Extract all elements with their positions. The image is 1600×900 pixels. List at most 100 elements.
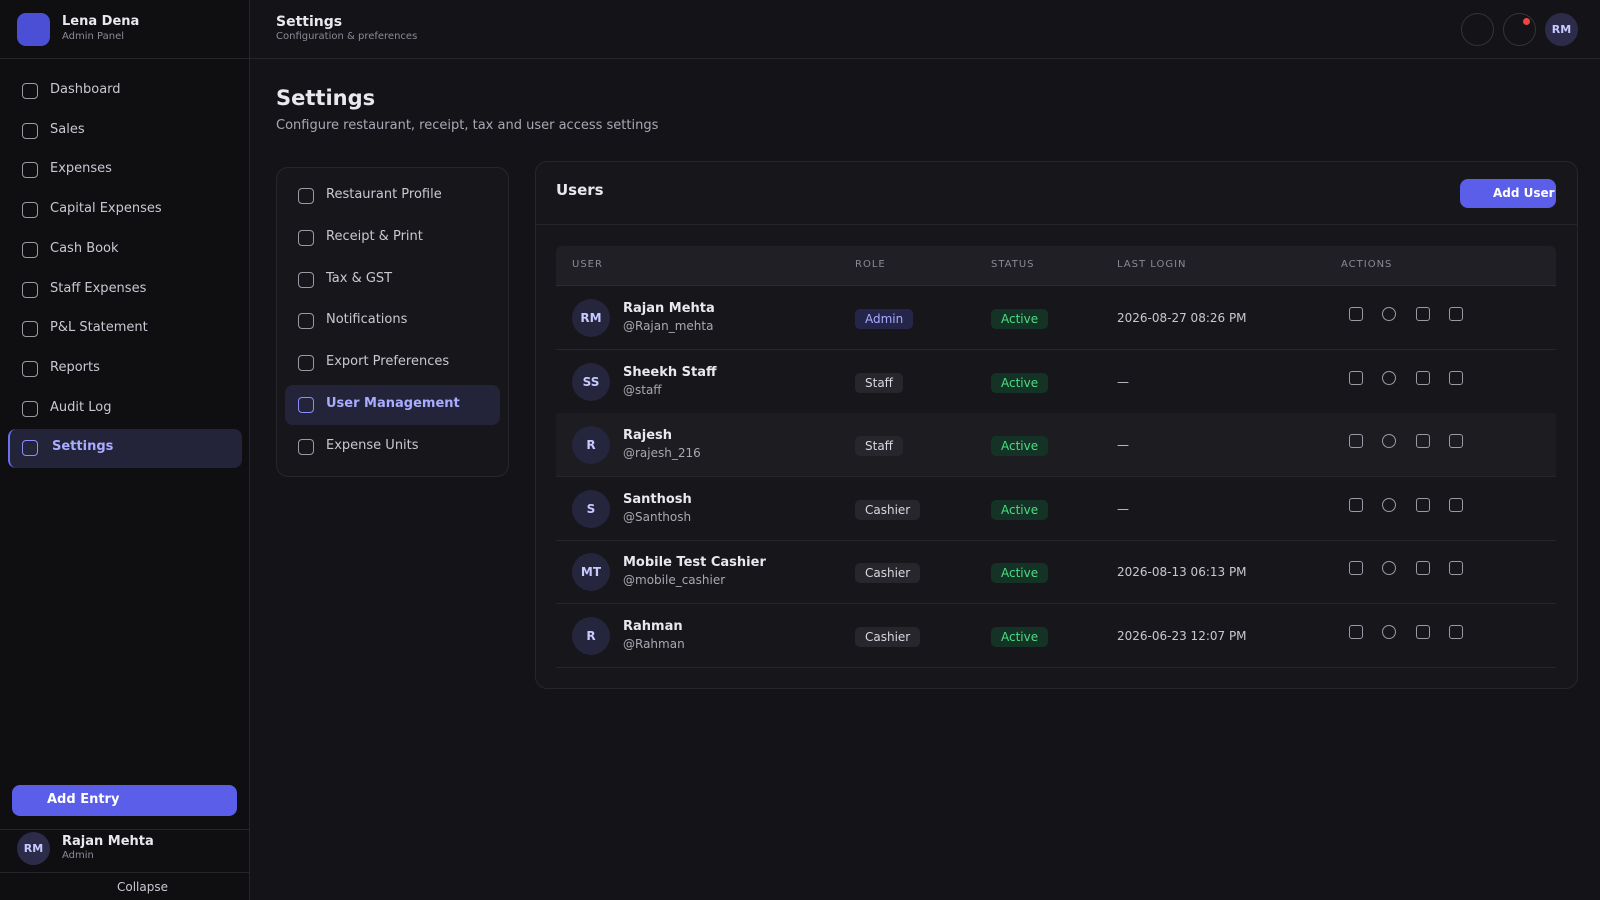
- last-login: 2026-06-23 12:07 PM: [1117, 628, 1247, 643]
- nav-item[interactable]: Audit Log: [50, 399, 112, 415]
- add-entry-label[interactable]: Add Entry: [47, 792, 120, 807]
- user-name: Mobile Test Cashier: [623, 555, 766, 570]
- icon: [298, 313, 314, 330]
- icon: [298, 355, 314, 372]
- status-badge: Active: [991, 309, 1049, 329]
- icon: [22, 321, 38, 338]
- last-login: 2026-08-13 06:13 PM: [1117, 565, 1247, 579]
- icon: [22, 360, 38, 377]
- role-badge: Admin: [855, 309, 914, 329]
- brand-subtitle: Admin Panel: [62, 31, 125, 42]
- topbar-avatar[interactable]: RM: [1545, 13, 1578, 46]
- menu-item[interactable]: Notifications: [326, 312, 408, 328]
- action-button[interactable]: [1416, 561, 1430, 575]
- action-button[interactable]: [1349, 307, 1363, 321]
- nav-item[interactable]: Reports: [50, 359, 100, 375]
- divider: [0, 872, 250, 873]
- status-badge: Active: [991, 372, 1049, 393]
- nav-item[interactable]: Settings: [52, 439, 114, 455]
- user-name: Sheekh Staff: [623, 364, 717, 380]
- action-button[interactable]: [1382, 561, 1396, 575]
- table-header: [556, 246, 1556, 286]
- role-badge: Cashier: [855, 563, 921, 583]
- page-title: Settings: [276, 86, 376, 110]
- action-button[interactable]: [1382, 434, 1396, 448]
- user-avatar: R: [572, 616, 610, 655]
- action-button[interactable]: [1349, 624, 1363, 639]
- row-border: [556, 666, 1556, 668]
- notification-dot: [1523, 18, 1530, 25]
- action-button[interactable]: [1382, 497, 1396, 512]
- page-subtitle: Configure restaurant, receipt, tax and u…: [276, 118, 659, 133]
- menu-item[interactable]: Receipt & Print: [326, 228, 423, 244]
- user-role: Admin: [62, 850, 94, 861]
- user-handle: @rajesh_216: [623, 446, 701, 460]
- action-button[interactable]: [1349, 370, 1363, 385]
- action-button[interactable]: [1382, 307, 1396, 321]
- user-avatar: S: [572, 489, 610, 528]
- user-name: Santhosh: [623, 491, 692, 507]
- icon: [22, 281, 38, 298]
- user-avatar: R: [572, 426, 610, 464]
- menu-item[interactable]: Expense Units: [326, 437, 419, 453]
- topbar-subtitle: Configuration & preferences: [276, 31, 418, 42]
- icon-button[interactable]: [1461, 13, 1494, 46]
- user-handle: @mobile_cashier: [623, 573, 726, 587]
- add-entry-button[interactable]: [12, 785, 237, 816]
- nav-item[interactable]: Sales: [50, 121, 85, 137]
- card-divider: [536, 224, 1577, 225]
- nav-item[interactable]: Dashboard: [50, 82, 121, 97]
- divider: [0, 58, 250, 59]
- nav-item[interactable]: Cash Book: [50, 240, 119, 256]
- action-button[interactable]: [1416, 307, 1430, 321]
- action-button[interactable]: [1382, 624, 1396, 639]
- nav-item[interactable]: Capital Expenses: [50, 201, 162, 217]
- role-badge: Cashier: [855, 499, 921, 520]
- icon-button[interactable]: [1503, 13, 1536, 46]
- row-border: [556, 603, 1556, 604]
- action-button[interactable]: [1449, 370, 1463, 385]
- action-button[interactable]: [1416, 370, 1430, 385]
- icon: [22, 122, 38, 139]
- role-badge: Staff: [855, 436, 903, 456]
- action-button[interactable]: [1382, 370, 1396, 385]
- avatar: RM: [17, 832, 50, 865]
- nav-item[interactable]: Staff Expenses: [50, 280, 147, 296]
- action-button[interactable]: [1449, 561, 1463, 575]
- action-button[interactable]: [1449, 624, 1463, 639]
- menu-item[interactable]: Export Preferences: [326, 354, 450, 370]
- status-badge: Active: [991, 499, 1049, 520]
- add-user-button[interactable]: [1460, 179, 1556, 208]
- last-login: —: [1117, 438, 1129, 452]
- collapse-button[interactable]: Collapse: [117, 880, 168, 894]
- menu-item[interactable]: User Management: [326, 396, 460, 411]
- add-user-label[interactable]: Add User: [1493, 186, 1555, 200]
- action-button[interactable]: [1449, 434, 1463, 448]
- action-button[interactable]: [1416, 497, 1430, 512]
- icon: [22, 400, 38, 417]
- nav-active: [8, 429, 242, 469]
- column-header: ACTIONS: [1341, 259, 1393, 270]
- brand-name: Lena Dena: [62, 14, 140, 29]
- nav-item[interactable]: Expenses: [50, 161, 112, 177]
- last-login: —: [1117, 501, 1129, 516]
- user-handle: @Santhosh: [623, 509, 692, 524]
- action-button[interactable]: [1416, 434, 1430, 448]
- user-handle: @staff: [623, 382, 662, 397]
- row-border: [556, 476, 1556, 477]
- action-button[interactable]: [1349, 561, 1363, 575]
- action-button[interactable]: [1449, 497, 1463, 512]
- user-avatar: MT: [572, 553, 610, 591]
- user-handle: @Rahman: [623, 636, 685, 651]
- menu-active: [285, 385, 500, 425]
- nav-item[interactable]: P&L Statement: [50, 320, 148, 336]
- action-button[interactable]: [1349, 434, 1363, 448]
- menu-item[interactable]: Restaurant Profile: [326, 187, 442, 202]
- menu-item[interactable]: Tax & GST: [326, 270, 393, 286]
- action-button[interactable]: [1349, 497, 1363, 512]
- action-button[interactable]: [1416, 624, 1430, 639]
- row-border: [556, 349, 1556, 350]
- user-avatar: SS: [572, 362, 610, 401]
- role-badge: Cashier: [855, 626, 921, 647]
- action-button[interactable]: [1449, 307, 1463, 321]
